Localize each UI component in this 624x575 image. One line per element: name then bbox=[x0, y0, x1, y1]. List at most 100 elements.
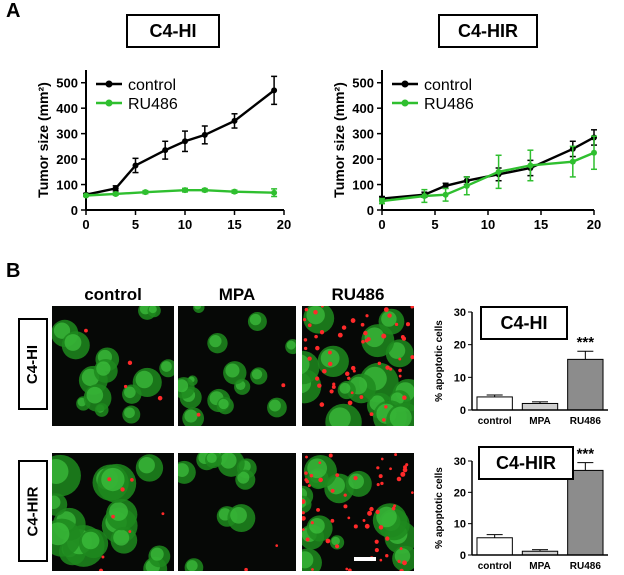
apoptotic-dot bbox=[196, 412, 201, 417]
cell-cluster-core bbox=[230, 506, 247, 524]
apoptotic-dot bbox=[309, 473, 314, 478]
cell-cluster-core bbox=[52, 522, 70, 546]
apoptotic-dot bbox=[384, 405, 388, 409]
apoptotic-dot bbox=[107, 477, 112, 482]
y-tick-label: 30 bbox=[454, 456, 466, 468]
data-point bbox=[569, 158, 576, 165]
data-point bbox=[495, 168, 502, 175]
apoptotic-dot bbox=[379, 558, 383, 562]
legend-label: control bbox=[424, 77, 472, 94]
apoptotic-dot bbox=[275, 544, 279, 547]
apoptotic-dot bbox=[378, 474, 383, 479]
x-tick-label: 15 bbox=[227, 217, 241, 232]
apoptotic-dot bbox=[369, 412, 374, 417]
cell-cluster-core bbox=[148, 306, 157, 314]
chart1-title: C4-HI bbox=[126, 14, 220, 48]
chart3-title: C4-HI bbox=[480, 306, 568, 340]
x-tick-label: 5 bbox=[431, 217, 438, 232]
apoptotic-dot bbox=[310, 521, 314, 525]
apoptotic-dot bbox=[307, 484, 311, 488]
cell-cluster-core bbox=[364, 327, 385, 348]
cell-cluster-core bbox=[96, 361, 111, 376]
cell-cluster-core bbox=[184, 409, 198, 423]
data-point bbox=[182, 187, 188, 194]
data-point bbox=[112, 185, 119, 192]
apoptotic-dot bbox=[353, 524, 358, 529]
cell-cluster-core bbox=[101, 467, 125, 492]
c4hi-apoptosis-chart: 0 10 20 30 % apoptotic cells control MPA RU486 *… bbox=[434, 307, 608, 427]
row-label-c4hi: C4-HI bbox=[18, 318, 48, 410]
apoptotic-dot bbox=[369, 506, 374, 512]
cell-cluster-core bbox=[269, 399, 281, 412]
cell-cluster-core bbox=[394, 548, 411, 564]
apoptotic-dot bbox=[304, 471, 308, 475]
series-line-ru486 bbox=[381, 151, 595, 203]
cell-cluster-core bbox=[251, 369, 263, 380]
panel-b-letter: B bbox=[6, 260, 21, 282]
cell-cluster-core bbox=[113, 529, 130, 546]
cell-cluster-core bbox=[331, 536, 340, 546]
row-label-c4hir: C4-HIR bbox=[18, 460, 48, 562]
cell-cluster-core bbox=[309, 517, 325, 534]
apoptotic-dot bbox=[350, 365, 356, 371]
apoptotic-dot bbox=[320, 306, 324, 308]
apoptotic-dot bbox=[311, 568, 314, 571]
apoptotic-dot bbox=[398, 374, 402, 378]
apoptotic-dot bbox=[347, 400, 353, 406]
y-tick-label: 20 bbox=[454, 487, 466, 499]
apoptotic-dot bbox=[322, 368, 327, 374]
apoptotic-dot bbox=[318, 461, 322, 465]
panel-a-letter: A bbox=[6, 0, 21, 22]
apoptotic-dot bbox=[327, 361, 333, 367]
bar-mpa bbox=[521, 402, 559, 411]
apoptotic-dot bbox=[315, 345, 320, 351]
apoptotic-dot bbox=[101, 555, 105, 559]
apoptotic-dot bbox=[305, 455, 308, 459]
apoptotic-dot bbox=[376, 483, 380, 487]
x-tick-label: 0 bbox=[82, 217, 89, 232]
apoptotic-dot bbox=[319, 330, 325, 335]
apoptotic-dot bbox=[400, 334, 405, 339]
data-point bbox=[463, 182, 470, 189]
apoptotic-dot bbox=[302, 528, 305, 532]
apoptotic-dot bbox=[410, 355, 414, 360]
apoptotic-dot bbox=[347, 516, 351, 520]
legend-marker bbox=[105, 80, 113, 88]
scale-bar bbox=[354, 557, 376, 561]
category-label: control bbox=[478, 561, 512, 572]
cell-cluster-core bbox=[306, 306, 325, 325]
apoptotic-dot bbox=[389, 467, 392, 471]
x-tick-label: 0 bbox=[378, 217, 385, 232]
micrograph-c4hi-control bbox=[52, 306, 174, 426]
legend-label: control bbox=[128, 77, 176, 94]
cell-cluster-core bbox=[138, 457, 155, 474]
cell-cluster-core bbox=[161, 361, 172, 372]
apoptotic-dot bbox=[347, 376, 351, 380]
apoptotic-dot bbox=[328, 453, 333, 458]
apoptotic-dot bbox=[399, 547, 403, 551]
legend-label: RU486 bbox=[424, 96, 474, 113]
cell-cluster-core bbox=[220, 453, 237, 469]
x-tick-label: 10 bbox=[481, 217, 495, 232]
apoptotic-dot bbox=[391, 506, 396, 511]
apoptotic-dot bbox=[360, 322, 365, 327]
apoptotic-dot bbox=[244, 567, 248, 571]
category-label: MPA bbox=[529, 416, 550, 427]
cell-cluster-core bbox=[209, 335, 222, 348]
apoptotic-dot bbox=[359, 395, 364, 399]
apoptotic-dot bbox=[347, 568, 352, 571]
cell-cluster-core bbox=[52, 495, 61, 510]
apoptotic-dot bbox=[302, 499, 306, 504]
cell-cluster-core bbox=[249, 313, 262, 326]
apoptotic-dot bbox=[127, 360, 133, 366]
apoptotic-dot bbox=[378, 525, 384, 530]
cell-cluster-core bbox=[86, 386, 104, 404]
legend-marker bbox=[105, 99, 113, 107]
category-label: control bbox=[478, 416, 512, 427]
x-tick-label: 20 bbox=[587, 217, 601, 232]
apoptotic-dot bbox=[389, 367, 393, 371]
apoptotic-dot bbox=[343, 493, 347, 497]
x-tick-label: 10 bbox=[178, 217, 192, 232]
series-line-control bbox=[85, 89, 275, 196]
apoptotic-dot bbox=[316, 507, 320, 512]
